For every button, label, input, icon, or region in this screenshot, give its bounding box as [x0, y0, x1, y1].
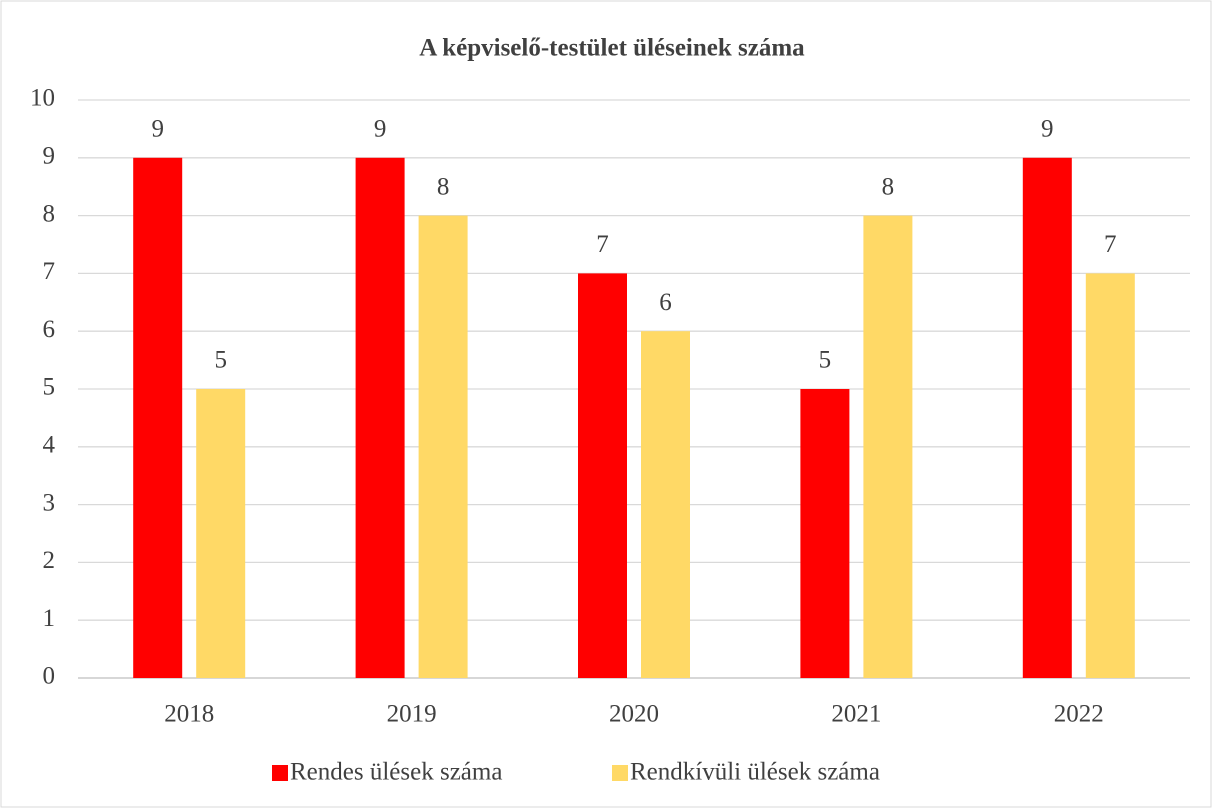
y-tick-label: 9	[43, 143, 56, 170]
y-tick-label: 6	[43, 316, 56, 343]
data-label: 9	[1041, 116, 1054, 143]
bar	[800, 389, 850, 678]
data-label: 8	[882, 173, 895, 200]
y-tick-label: 10	[30, 85, 55, 112]
y-tick-label: 1	[43, 605, 56, 632]
bar	[196, 389, 246, 678]
y-tick-label: 4	[43, 432, 56, 459]
legend-label: Rendes ülések száma	[290, 759, 502, 786]
legend-swatch	[612, 765, 628, 781]
bar	[641, 331, 690, 678]
data-label: 5	[819, 347, 832, 374]
legend-label: Rendkívüli ülések száma	[630, 759, 880, 786]
y-tick-label: 2	[43, 547, 56, 574]
data-label: 5	[214, 347, 227, 374]
data-label: 6	[659, 289, 672, 316]
x-tick-label: 2018	[164, 701, 214, 728]
data-label: 7	[1104, 231, 1117, 258]
bar	[1022, 157, 1072, 679]
data-label: 7	[596, 231, 609, 258]
x-tick-label: 2020	[609, 701, 659, 728]
y-tick-label: 7	[43, 258, 56, 285]
bar	[418, 215, 468, 678]
legend-swatch	[272, 765, 288, 781]
x-tick-label: 2021	[831, 701, 881, 728]
bar	[133, 157, 183, 679]
bar	[863, 215, 913, 678]
data-label: 9	[374, 116, 387, 143]
x-tick-label: 2022	[1054, 701, 1104, 728]
bar	[355, 157, 405, 679]
data-label: 9	[151, 116, 164, 143]
bar	[578, 273, 627, 678]
y-tick-label: 5	[43, 374, 56, 401]
y-tick-label: 8	[43, 200, 56, 227]
y-tick-label: 3	[43, 489, 56, 516]
y-tick-label: 0	[43, 663, 56, 690]
x-tick-label: 2019	[387, 701, 437, 728]
bar	[1085, 273, 1135, 678]
data-label: 8	[437, 173, 450, 200]
chart-title: A képviselő-testület üléseinek száma	[419, 35, 805, 62]
